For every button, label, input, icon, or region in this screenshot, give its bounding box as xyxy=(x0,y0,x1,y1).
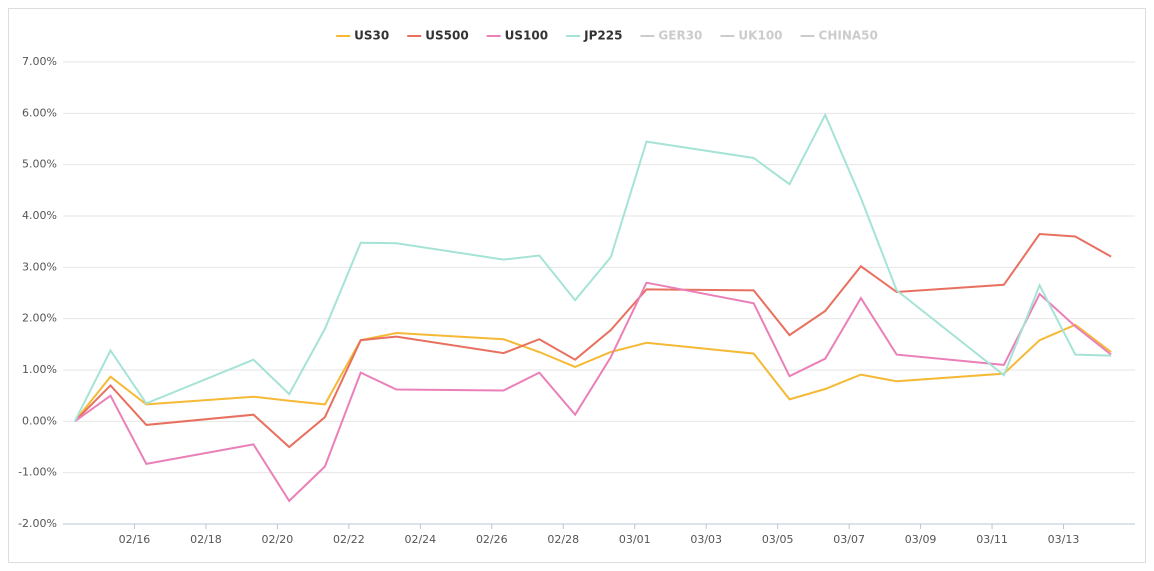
x-tick-label: 03/01 xyxy=(619,533,651,546)
legend-label[interactable]: UK100 xyxy=(738,29,782,43)
series-line xyxy=(74,281,1112,503)
y-tick-label: 3.00% xyxy=(22,260,57,273)
y-tick-label: 1.00% xyxy=(22,363,57,376)
legend-label[interactable]: US500 xyxy=(425,29,468,43)
x-tick-label: 03/07 xyxy=(833,533,865,546)
series-line xyxy=(74,323,1112,422)
y-tick-label: 6.00% xyxy=(22,106,57,119)
y-tick-label: -2.00% xyxy=(18,517,57,530)
x-tick-label: 02/22 xyxy=(333,533,365,546)
x-tick-label: 02/28 xyxy=(547,533,579,546)
legend-label[interactable]: GER30 xyxy=(658,29,702,43)
legend-label[interactable]: JP225 xyxy=(583,29,622,43)
x-tick-label: 02/20 xyxy=(262,533,294,546)
x-tick-label: 03/03 xyxy=(690,533,722,546)
x-tick-label: 02/16 xyxy=(119,533,151,546)
x-tick-label: 02/26 xyxy=(476,533,508,546)
x-tick-label: 03/13 xyxy=(1048,533,1080,546)
y-tick-label: 0.00% xyxy=(22,414,57,427)
y-tick-label: 2.00% xyxy=(22,312,57,325)
legend-label[interactable]: US30 xyxy=(354,29,389,43)
x-tick-label: 02/24 xyxy=(404,533,436,546)
series-line xyxy=(74,232,1112,449)
x-tick-label: 03/05 xyxy=(762,533,794,546)
chart-frame xyxy=(8,8,1146,563)
y-tick-label: 7.00% xyxy=(22,55,57,68)
x-tick-label: 03/11 xyxy=(976,533,1008,546)
legend-label[interactable]: US100 xyxy=(505,29,548,43)
y-tick-label: 5.00% xyxy=(22,158,57,171)
y-tick-label: -1.00% xyxy=(18,466,57,479)
series-line xyxy=(73,112,1112,422)
x-tick-label: 03/09 xyxy=(905,533,937,546)
x-tick-label: 02/18 xyxy=(190,533,222,546)
y-tick-label: 4.00% xyxy=(22,209,57,222)
legend-label[interactable]: CHINA50 xyxy=(819,29,878,43)
